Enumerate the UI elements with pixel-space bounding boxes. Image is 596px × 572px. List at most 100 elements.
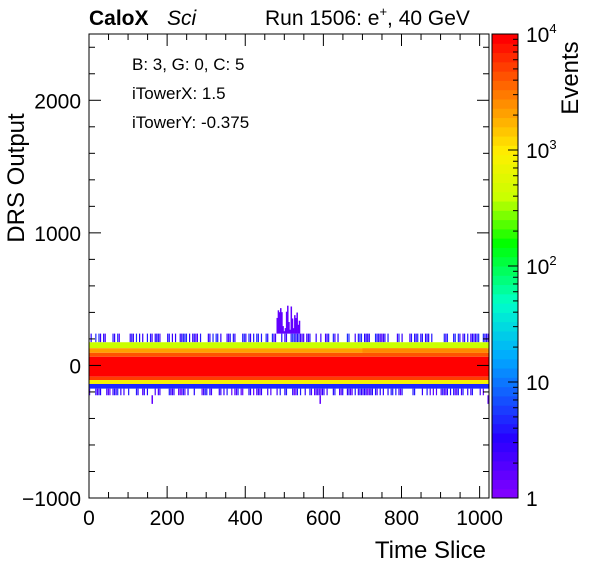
sparse-cell: [159, 388, 161, 396]
sparse-cell: [387, 333, 389, 343]
palette-swatch: [492, 321, 518, 332]
sparse-cell: [260, 388, 263, 396]
sparse-cell: [234, 388, 236, 396]
palette-swatch: [492, 34, 518, 44]
spike-bin: [278, 312, 281, 334]
sparse-cell: [231, 388, 233, 396]
x-tick-label: 600: [306, 507, 341, 530]
sparse-cell: [103, 333, 105, 343]
palette-swatch: [492, 191, 518, 202]
sparse-cell: [421, 333, 424, 343]
spike-bin: [277, 310, 280, 334]
sparse-cell: [457, 333, 459, 343]
sparse-cell: [445, 388, 447, 396]
sparse-cell: [184, 388, 186, 396]
sparse-cell: [98, 333, 100, 343]
sparse-cell: [378, 333, 380, 343]
sparse-cell: [203, 388, 205, 396]
palette-swatch: [492, 330, 518, 341]
spike-bin: [289, 329, 291, 334]
sparse-cell: [259, 388, 261, 396]
spike-bin: [294, 315, 296, 334]
palette-swatch: [492, 460, 518, 471]
sparse-cell: [470, 333, 472, 343]
sparse-cell: [109, 388, 111, 396]
palette-swatch: [492, 293, 518, 304]
palette-swatch: [492, 377, 518, 388]
sparse-cell: [426, 333, 428, 343]
spike-bin: [295, 318, 297, 334]
spike-bin: [288, 322, 290, 334]
sparse-cell: [306, 333, 308, 343]
sparse-cell: [267, 333, 269, 343]
band-4: [89, 356, 489, 377]
y-tick-label: −1000: [22, 488, 81, 511]
sparse-cell: [170, 388, 172, 396]
palette-swatch: [492, 136, 518, 146]
palette-swatch: [492, 80, 518, 91]
outlier-bin: [151, 395, 153, 404]
sparse-cell: [446, 388, 449, 396]
sparse-cell: [157, 388, 159, 396]
sparse-cell: [167, 333, 169, 343]
sparse-cell: [315, 388, 317, 396]
sparse-cell: [210, 388, 213, 396]
sparse-cell: [284, 333, 286, 343]
sparse-cell: [98, 388, 100, 396]
palette-swatch: [492, 201, 518, 211]
palette-swatch: [492, 52, 518, 63]
palette-swatch: [492, 145, 518, 156]
info-line-board: B: 3, G: 0, C: 5: [132, 55, 244, 74]
sparse-cell: [212, 333, 214, 343]
sparse-cell: [318, 388, 320, 396]
sparse-cell: [292, 333, 294, 343]
sparse-cell: [99, 388, 102, 396]
sparse-cell: [368, 333, 370, 343]
sparse-cell: [367, 333, 369, 343]
sparse-cell: [454, 388, 456, 396]
sparse-cell: [151, 333, 153, 343]
sparse-cell: [234, 333, 236, 343]
sparse-cell: [228, 333, 230, 343]
color-palette: 1 10 102 103 104: [491, 21, 557, 511]
band-3: [89, 352, 489, 357]
sparse-cell: [324, 333, 327, 343]
sparse-cell: [131, 333, 133, 343]
sparse-cell: [459, 333, 461, 343]
sparse-cell: [253, 333, 255, 343]
palette-swatch: [492, 238, 518, 248]
sparse-cell: [487, 333, 489, 343]
sparse-cell: [137, 388, 139, 396]
sparse-cell: [207, 333, 209, 343]
sparse-cell: [321, 388, 324, 396]
sparse-cell: [360, 333, 363, 343]
sparse-cell: [157, 333, 159, 343]
sparse-cell: [226, 333, 228, 343]
sparse-cell: [453, 388, 455, 396]
sparse-cell: [296, 333, 299, 343]
sparse-cell: [415, 333, 417, 343]
sparse-cell: [114, 333, 116, 343]
sparse-cell: [168, 333, 170, 343]
info-line-towerx: iTowerX: 1.5: [132, 84, 226, 103]
sparse-cell: [142, 333, 144, 343]
sparse-cell: [390, 388, 392, 396]
sparse-cell: [357, 388, 359, 396]
sparse-cell: [290, 333, 292, 343]
sparse-cell: [249, 333, 252, 343]
sparse-cell: [149, 333, 152, 343]
sparse-cell: [301, 333, 303, 343]
sparse-cell: [274, 333, 277, 343]
sparse-cell: [184, 333, 186, 343]
spike-bin: [287, 305, 289, 334]
sparse-cell: [382, 333, 384, 343]
palette-swatch: [492, 479, 518, 490]
sparse-cell: [295, 388, 297, 396]
sparse-cell: [129, 333, 131, 343]
sparse-cell: [218, 388, 220, 396]
sparse-cell: [485, 333, 488, 343]
palette-swatch: [492, 247, 518, 258]
palette-swatch: [492, 395, 518, 406]
sparse-cell: [173, 388, 175, 396]
